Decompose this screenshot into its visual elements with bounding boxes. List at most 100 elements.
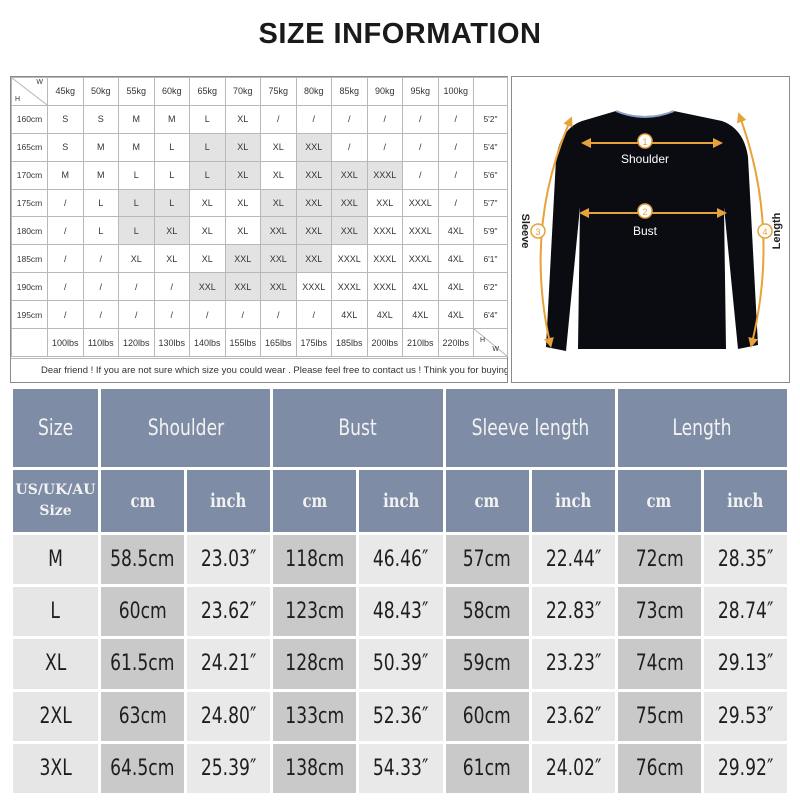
corner-height-label: H: [480, 337, 486, 345]
table-row: 2XL 63cm 24.80″ 133cm 52.36″ 60cm 23.62″…: [13, 691, 787, 741]
weight-height-size-grid: H W 45kg 50kg 55kg 60kg 65kg 70kg 75kg 80kg 85kg 90…: [10, 76, 508, 383]
size-header: Size: [13, 389, 98, 467]
bust-inch-cell: 46.46″: [359, 535, 443, 585]
size-recommendation-cell: M: [118, 132, 155, 162]
unit-inch-header: inch: [187, 470, 271, 532]
length-marker: 4: [757, 223, 773, 239]
size-recommendation-cell: /: [295, 104, 332, 134]
weight-kg-header: 75kg: [260, 77, 297, 106]
size-recommendation-cell: /: [366, 132, 403, 162]
size-recommendation-cell: L: [153, 188, 190, 218]
weight-lbs-header: 185lbs: [331, 328, 368, 357]
size-cell: M: [13, 535, 98, 585]
size-recommendation-cell: XL: [260, 188, 297, 218]
length-inch-cell: 29.53″: [703, 691, 787, 741]
sleeve-marker: 3: [530, 223, 546, 239]
size-recommendation-cell: XXL: [295, 132, 332, 162]
size-recommendation-cell: 4XL: [437, 244, 474, 274]
shoulder-cm-cell: 63cm: [101, 691, 185, 741]
table-row: XL 61.5cm 24.21″ 128cm 50.39″ 59cm 23.23…: [13, 639, 787, 689]
size-recommendation-cell: XXL: [331, 216, 368, 246]
table-row: M 58.5cm 23.03″ 118cm 46.46″ 57cm 22.44″…: [13, 535, 787, 585]
size-recommendation-cell: 4XL: [331, 300, 368, 330]
height-row: 165cm S M M L L XL XL XXL / / //5'4": [11, 132, 508, 162]
size-recommendation-cell: /: [331, 132, 368, 162]
size-recommendation-cell: XXXL: [366, 244, 403, 274]
size-recommendation-cell: /: [118, 300, 155, 330]
length-cm-cell: 72cm: [617, 535, 701, 585]
sleeve-cm-cell: 57cm: [445, 535, 529, 585]
length-header: Length: [617, 389, 787, 467]
size-recommendation-cell: S: [82, 104, 119, 134]
shoulder-header: Shoulder: [101, 389, 271, 467]
height-cm-label: 175cm: [11, 188, 48, 218]
size-recommendation-cell: XXL: [224, 272, 261, 302]
weight-kg-header: 65kg: [189, 77, 226, 106]
bust-inch-cell: 48.43″: [359, 587, 443, 637]
bust-cm-cell: 128cm: [273, 639, 357, 689]
size-recommendation-cell: XXXL: [402, 244, 439, 274]
weight-lbs-row: 100lbs 110lbs 120lbs 130lbs 140lbs 155lbs 165l…: [11, 328, 508, 357]
size-recommendation-cell: XL: [153, 216, 190, 246]
shoulder-inch-cell: 23.62″: [187, 587, 271, 637]
sleeve-label: Sleeve: [519, 214, 531, 249]
shoulder-cm-cell: 64.5cm: [101, 743, 185, 793]
weight-kg-header: 45kg: [47, 77, 84, 106]
shoulder-inch-cell: 24.21″: [187, 639, 271, 689]
size-recommendation-cell: XXL: [295, 188, 332, 218]
size-recommendation-cell: /: [47, 188, 84, 218]
size-recommendation-cell: /: [224, 300, 261, 330]
length-cm-cell: 76cm: [617, 743, 701, 793]
weight-lbs-header: 200lbs: [366, 328, 403, 357]
size-recommendation-cell: XXL: [295, 244, 332, 274]
svg-text:3: 3: [535, 227, 540, 237]
size-recommendation-cell: M: [153, 104, 190, 134]
svg-text:4: 4: [762, 227, 767, 237]
size-recommendation-cell: /: [189, 300, 226, 330]
size-recommendation-cell: XXXL: [366, 216, 403, 246]
empty-cell: [11, 328, 48, 357]
size-recommendation-cell: XL: [189, 216, 226, 246]
size-recommendation-cell: /: [402, 132, 439, 162]
size-recommendation-cell: L: [189, 160, 226, 190]
bust-inch-cell: 52.36″: [359, 691, 443, 741]
weight-kg-header: 60kg: [153, 77, 190, 106]
shoulder-inch-cell: 23.03″: [187, 535, 271, 585]
size-recommendation-cell: XXXL: [366, 160, 403, 190]
weight-lbs-header: 140lbs: [189, 328, 226, 357]
size-recommendation-cell: /: [118, 272, 155, 302]
size-recommendation-cell: XL: [224, 160, 261, 190]
size-recommendation-cell: L: [118, 160, 155, 190]
sleeve-inch-cell: 23.23″: [531, 639, 615, 689]
size-cell: XL: [13, 639, 98, 689]
size-recommendation-cell: 4XL: [437, 216, 474, 246]
shoulder-inch-cell: 25.39″: [187, 743, 271, 793]
size-recommendation-cell: /: [402, 104, 439, 134]
size-recommendation-cell: /: [47, 272, 84, 302]
weight-lbs-header: 130lbs: [153, 328, 190, 357]
weight-lbs-header: 175lbs: [295, 328, 332, 357]
length-inch-cell: 28.35″: [703, 535, 787, 585]
height-ft-label: 6'1": [473, 244, 508, 274]
shoulder-cm-cell: 61.5cm: [101, 639, 185, 689]
size-cell: L: [13, 587, 98, 637]
weight-kg-header: 55kg: [118, 77, 155, 106]
size-recommendation-cell: L: [153, 160, 190, 190]
us-uk-au-size-header: US/UK/AU Size: [13, 470, 98, 532]
shoulder-cm-cell: 58.5cm: [101, 535, 185, 585]
size-advice-note: Dear friend ! If you are not sure which …: [11, 358, 507, 382]
size-recommendation-cell: /: [82, 300, 119, 330]
weight-kg-header: 70kg: [224, 77, 261, 106]
height-row: 185cm / / XL XL XL XXL XXL XXL XXXL XXXL XXXL 4XL 6'1…: [11, 244, 508, 274]
unit-inch-header: inch: [531, 470, 615, 532]
sleeve-length-header: Sleeve length: [445, 389, 615, 467]
unit-inch-header: inch: [703, 470, 787, 532]
size-recommendation-cell: 4XL: [437, 272, 474, 302]
height-ft-label: 5'9": [473, 216, 508, 246]
weight-lbs-header: 100lbs: [47, 328, 84, 357]
size-recommendation-cell: /: [402, 160, 439, 190]
sweater-body: [546, 111, 758, 351]
size-recommendation-cell: M: [82, 160, 119, 190]
